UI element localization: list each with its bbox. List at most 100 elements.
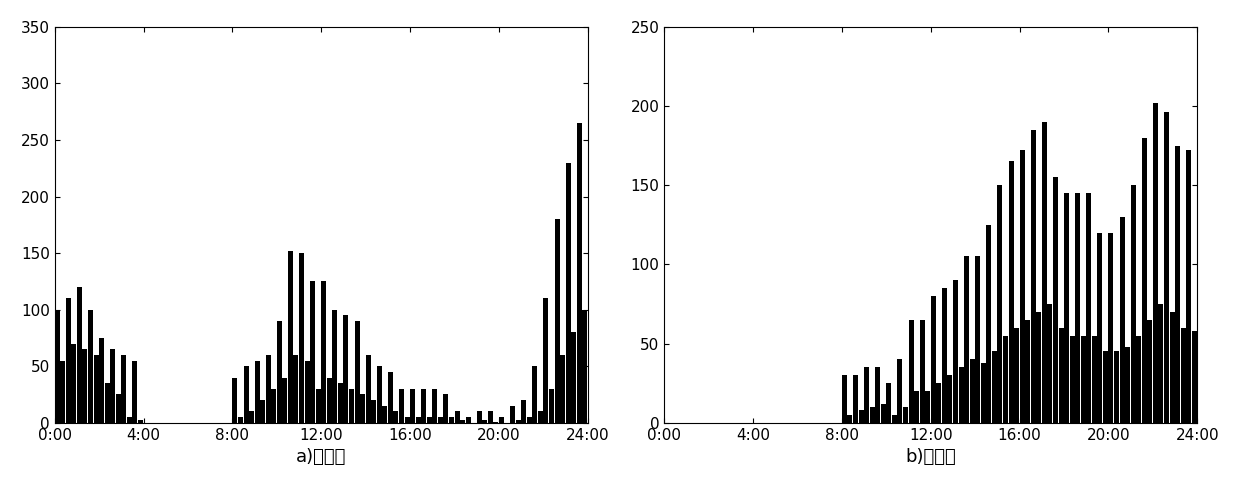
Bar bbox=[455, 412, 460, 423]
Bar bbox=[466, 417, 471, 423]
Bar bbox=[355, 321, 360, 423]
Bar bbox=[444, 394, 449, 423]
Bar bbox=[438, 417, 443, 423]
Bar bbox=[892, 415, 897, 423]
Bar bbox=[1109, 233, 1114, 423]
Bar bbox=[1169, 312, 1174, 423]
Bar bbox=[970, 359, 975, 423]
Bar bbox=[858, 410, 863, 423]
Bar bbox=[238, 417, 243, 423]
Bar bbox=[1158, 304, 1163, 423]
Bar bbox=[965, 257, 970, 423]
Bar bbox=[332, 310, 337, 423]
Bar bbox=[339, 383, 343, 423]
Bar bbox=[992, 352, 997, 423]
Bar bbox=[947, 375, 952, 423]
Bar bbox=[853, 375, 858, 423]
Bar bbox=[510, 406, 515, 423]
Bar bbox=[294, 355, 299, 423]
Bar bbox=[360, 394, 365, 423]
Bar bbox=[299, 253, 304, 423]
Bar bbox=[864, 367, 869, 423]
Bar bbox=[249, 412, 254, 423]
Bar bbox=[410, 389, 415, 423]
Bar bbox=[975, 257, 980, 423]
Bar bbox=[1176, 146, 1180, 423]
Bar bbox=[449, 417, 454, 423]
Bar bbox=[1025, 320, 1030, 423]
Bar bbox=[93, 355, 98, 423]
Bar bbox=[583, 310, 588, 423]
Bar bbox=[388, 372, 393, 423]
Bar bbox=[577, 123, 582, 423]
Bar bbox=[1042, 122, 1047, 423]
Bar bbox=[521, 400, 526, 423]
Bar bbox=[1014, 328, 1019, 423]
Bar bbox=[110, 349, 115, 423]
Bar bbox=[1192, 331, 1197, 423]
Bar bbox=[538, 412, 543, 423]
Bar bbox=[254, 360, 259, 423]
Bar bbox=[399, 389, 404, 423]
Bar bbox=[277, 321, 281, 423]
Bar bbox=[842, 375, 847, 423]
Bar bbox=[1125, 347, 1130, 423]
Bar bbox=[1102, 352, 1109, 423]
Bar bbox=[476, 412, 482, 423]
Bar bbox=[1153, 103, 1158, 423]
Bar bbox=[487, 412, 492, 423]
Bar bbox=[260, 400, 265, 423]
Bar bbox=[543, 299, 548, 423]
Bar bbox=[959, 367, 963, 423]
Bar bbox=[1008, 162, 1013, 423]
Bar bbox=[310, 281, 315, 423]
Bar bbox=[498, 417, 503, 423]
Bar bbox=[88, 310, 93, 423]
Bar bbox=[954, 280, 959, 423]
Bar bbox=[482, 420, 487, 423]
Bar bbox=[382, 406, 387, 423]
Bar bbox=[549, 389, 554, 423]
Bar bbox=[348, 389, 355, 423]
Bar bbox=[565, 163, 570, 423]
Bar bbox=[1053, 177, 1058, 423]
Bar bbox=[909, 320, 914, 423]
Bar bbox=[66, 299, 71, 423]
Bar bbox=[880, 404, 885, 423]
Bar bbox=[931, 296, 936, 423]
Bar bbox=[1059, 328, 1064, 423]
Bar bbox=[104, 383, 109, 423]
Bar bbox=[371, 400, 376, 423]
Bar bbox=[77, 287, 82, 423]
Bar bbox=[1097, 233, 1102, 423]
Bar bbox=[986, 225, 991, 423]
Bar bbox=[925, 391, 930, 423]
Bar bbox=[83, 349, 88, 423]
Bar bbox=[1136, 336, 1141, 423]
Bar bbox=[1081, 336, 1086, 423]
Bar bbox=[115, 394, 120, 423]
Bar bbox=[99, 338, 104, 423]
Bar bbox=[1131, 185, 1136, 423]
Bar bbox=[321, 281, 326, 423]
Bar bbox=[516, 420, 521, 423]
Bar bbox=[1147, 320, 1152, 423]
Bar bbox=[847, 415, 852, 423]
Bar bbox=[55, 310, 60, 423]
Bar bbox=[887, 383, 892, 423]
Bar bbox=[1003, 336, 1008, 423]
Bar bbox=[1142, 138, 1147, 423]
Bar bbox=[366, 355, 371, 423]
Bar bbox=[898, 359, 903, 423]
X-axis label: b)商业区: b)商业区 bbox=[905, 448, 956, 466]
Bar bbox=[404, 417, 409, 423]
Bar bbox=[494, 422, 498, 423]
Bar bbox=[560, 355, 565, 423]
Bar bbox=[869, 407, 874, 423]
Bar bbox=[327, 377, 332, 423]
Bar bbox=[1048, 304, 1053, 423]
Bar bbox=[997, 185, 1002, 423]
Bar bbox=[532, 366, 537, 423]
Bar bbox=[138, 420, 143, 423]
Bar bbox=[415, 417, 420, 423]
